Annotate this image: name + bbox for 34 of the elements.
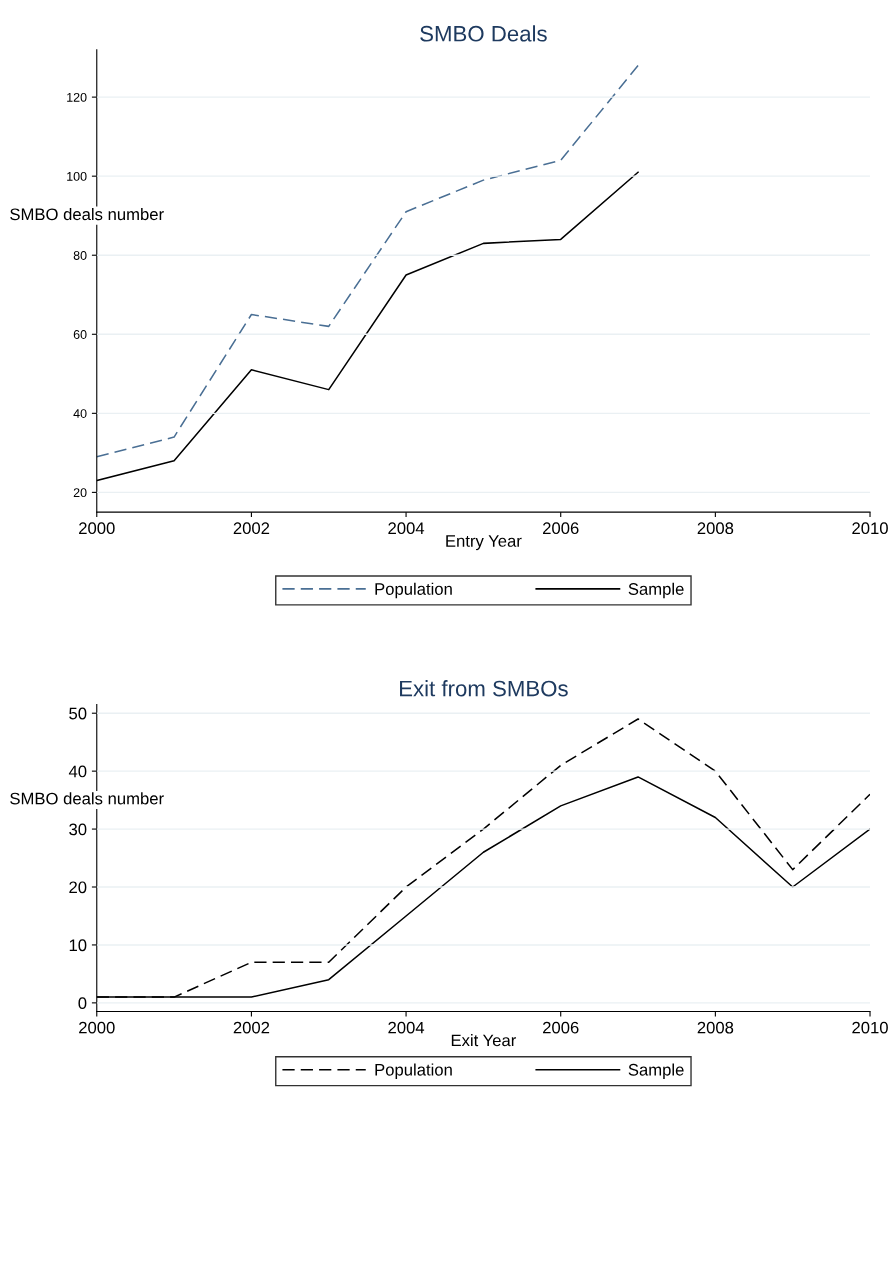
x-tick-label: 2002 [233, 1021, 270, 1034]
x-tick-label: 2000 [79, 522, 115, 535]
y-tick-label: 60 [73, 330, 87, 339]
legend-label: Sample [628, 1063, 684, 1079]
x-tick-label: 2008 [697, 522, 734, 535]
y-tick-label: 20 [69, 881, 87, 894]
y-axis-title: SMBO deals number [10, 207, 164, 221]
x-tick-label: 2008 [697, 1021, 734, 1034]
chart-title: SMBO Deals [420, 25, 547, 42]
x-tick-label: 2000 [79, 1021, 115, 1034]
y-tick-label: 80 [73, 251, 87, 260]
y-tick-label: 100 [67, 171, 87, 181]
x-tick-label: 2004 [388, 522, 425, 535]
x-tick-label: 2004 [388, 1021, 425, 1034]
y-tick-label: 120 [67, 92, 87, 102]
x-axis-title: Entry Year [446, 535, 522, 551]
x-tick-label: 2006 [543, 522, 579, 535]
x-axis-title: Exit Year [451, 1034, 517, 1047]
legend-label: Population [375, 1063, 452, 1079]
y-tick-label: 40 [73, 409, 87, 418]
y-tick-label: 20 [73, 488, 87, 498]
y-tick-label: 10 [69, 939, 87, 952]
x-tick-label: 2006 [543, 1021, 579, 1034]
x-tick-label: 2010 [852, 522, 888, 535]
x-tick-label: 2010 [852, 1021, 888, 1034]
chart-title: Exit from SMBOs [400, 680, 568, 697]
x-tick-label: 2002 [233, 522, 270, 535]
legend-label: Population [375, 582, 452, 599]
legend-label: Sample [628, 582, 684, 599]
y-tick-label: 40 [68, 765, 87, 778]
y-axis-title: SMBO deals number [10, 792, 164, 805]
y-tick-label: 50 [69, 707, 87, 720]
y-tick-label: 0 [78, 997, 87, 1010]
y-tick-label: 30 [69, 823, 87, 836]
